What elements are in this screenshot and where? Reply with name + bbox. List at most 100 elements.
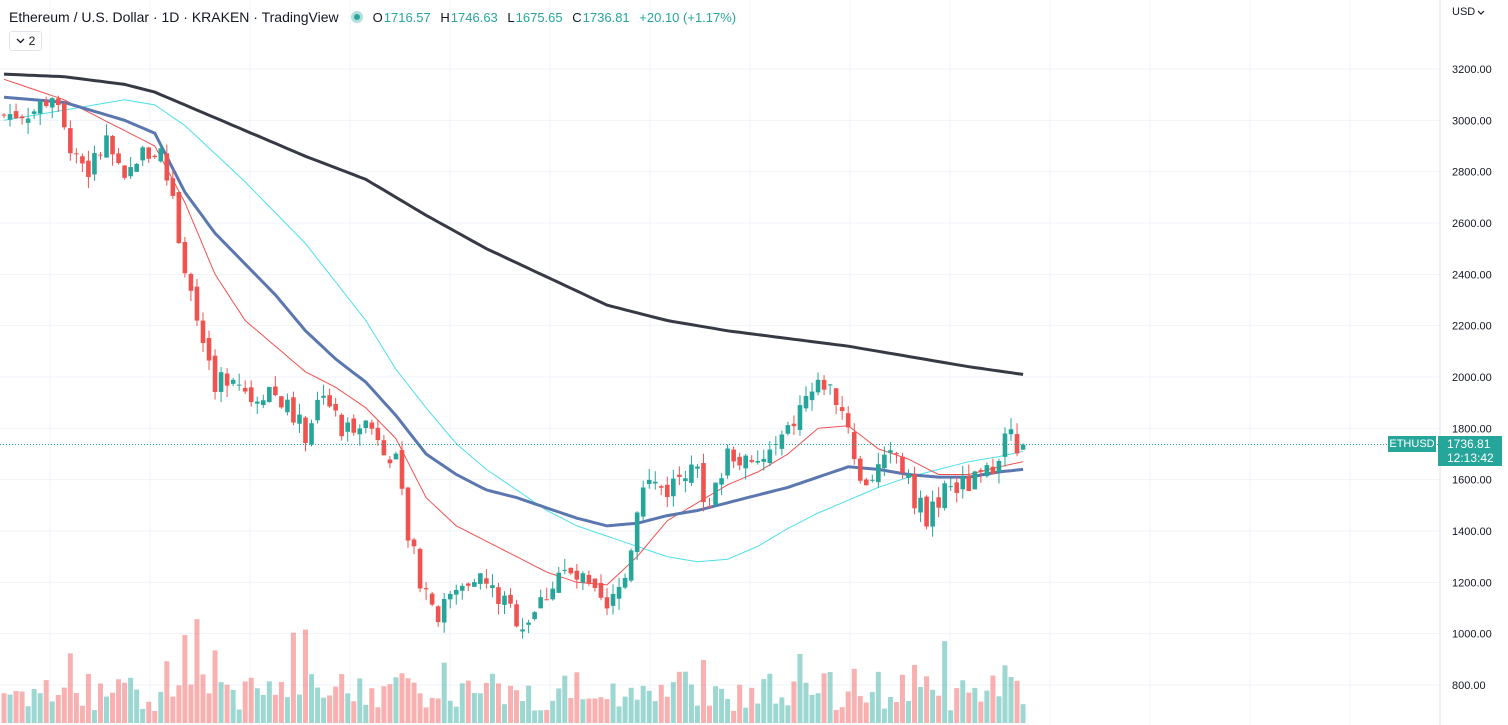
candle [254, 401, 260, 404]
candle [484, 578, 489, 584]
volume-bar [315, 687, 321, 723]
candle [146, 147, 152, 159]
volume-bar [544, 710, 550, 723]
volume-bar [966, 692, 972, 723]
volume-bar [309, 674, 315, 723]
candle [851, 432, 857, 460]
candle [405, 487, 411, 541]
candle [122, 165, 127, 178]
candle [785, 425, 791, 434]
volume-bar [158, 691, 164, 723]
candle [538, 597, 543, 609]
volume-bar [351, 701, 357, 723]
volume-bar [942, 641, 948, 723]
volume-bar [357, 678, 363, 723]
candle [658, 486, 664, 488]
candle [206, 337, 212, 361]
candle [779, 434, 785, 449]
volume-bar [369, 688, 375, 723]
candle [978, 470, 984, 472]
candle [918, 497, 923, 513]
candle [345, 422, 351, 432]
candle [894, 453, 899, 455]
candle [640, 487, 646, 517]
ohlc-readout: O1716.57 H1746.63 L1675.65 C1736.81 +20.… [373, 10, 737, 25]
volume-bar [676, 671, 682, 723]
candle [827, 384, 833, 386]
volume-bar [387, 684, 393, 723]
candle [954, 482, 960, 493]
volume-bar [508, 685, 514, 723]
price-axis[interactable]: 800.00 1000.00 1200.00 1400.00 1600.00 1800.0… [1439, 0, 1492, 725]
volume-bar [152, 710, 158, 723]
candle [622, 577, 628, 588]
candle [1002, 433, 1008, 457]
volume-bar [182, 635, 188, 723]
volume-bar [110, 692, 116, 723]
volume-bar [375, 707, 381, 723]
volume-bar [725, 698, 731, 723]
volume-bar [104, 696, 110, 723]
indicators-toggle-button[interactable]: 2 [9, 31, 42, 51]
ma-blue-line [3, 95, 1024, 528]
candle [267, 387, 272, 403]
candle [532, 612, 537, 620]
candle [435, 606, 441, 623]
volume-bar [682, 671, 688, 723]
candle [429, 593, 435, 605]
volume-bar [248, 677, 254, 723]
volume-bar [266, 681, 272, 723]
volume-bar [73, 692, 79, 723]
candle [140, 147, 145, 161]
candle [68, 128, 73, 154]
volume-bar [1014, 680, 1020, 723]
candle [170, 178, 176, 196]
bar-countdown: 12:13:42 [1447, 451, 1494, 465]
y-tick-label: 1200.00 [1452, 577, 1492, 589]
candle [86, 160, 91, 177]
candle [478, 573, 483, 584]
candle [502, 595, 507, 605]
volume-bar [616, 706, 622, 723]
candle [646, 479, 652, 484]
low-value: 1675.65 [515, 9, 563, 25]
candle [363, 420, 369, 429]
candle [707, 506, 712, 508]
y-tick-label: 2000.00 [1452, 372, 1492, 384]
chart-grid [0, 0, 1440, 725]
y-tick-label: 3200.00 [1452, 64, 1492, 76]
ma-cyan-line [3, 99, 1024, 563]
candle [1020, 444, 1026, 450]
volume-bar [930, 689, 936, 723]
volume-bar [604, 699, 610, 723]
candle [942, 483, 947, 509]
volume-bar [327, 695, 333, 723]
symbol-tag: ETHUSD [1388, 436, 1436, 452]
volume-bar [303, 629, 308, 723]
volume-bar [116, 679, 122, 723]
volume-bar [893, 702, 899, 723]
volume-bar [495, 683, 501, 723]
candle [924, 496, 929, 527]
currency-selector[interactable]: USD [1452, 6, 1485, 18]
volume-bar [700, 660, 706, 723]
candle [104, 135, 109, 158]
candle [1008, 429, 1014, 435]
volume-bar [254, 688, 260, 723]
candle [417, 548, 423, 589]
volume-bar [574, 672, 580, 723]
open-value: 1716.57 [383, 9, 431, 25]
volume-bar [899, 674, 905, 723]
y-tick-label: 1800.00 [1452, 423, 1492, 435]
candle [604, 597, 610, 609]
volume-bar [381, 686, 387, 723]
candle [303, 417, 308, 444]
candle [689, 464, 694, 483]
close-key: C [572, 9, 582, 25]
candle [863, 479, 869, 486]
volume-bar [501, 704, 507, 723]
candle [616, 586, 622, 599]
volume-bar [134, 689, 140, 723]
candle [80, 156, 85, 164]
